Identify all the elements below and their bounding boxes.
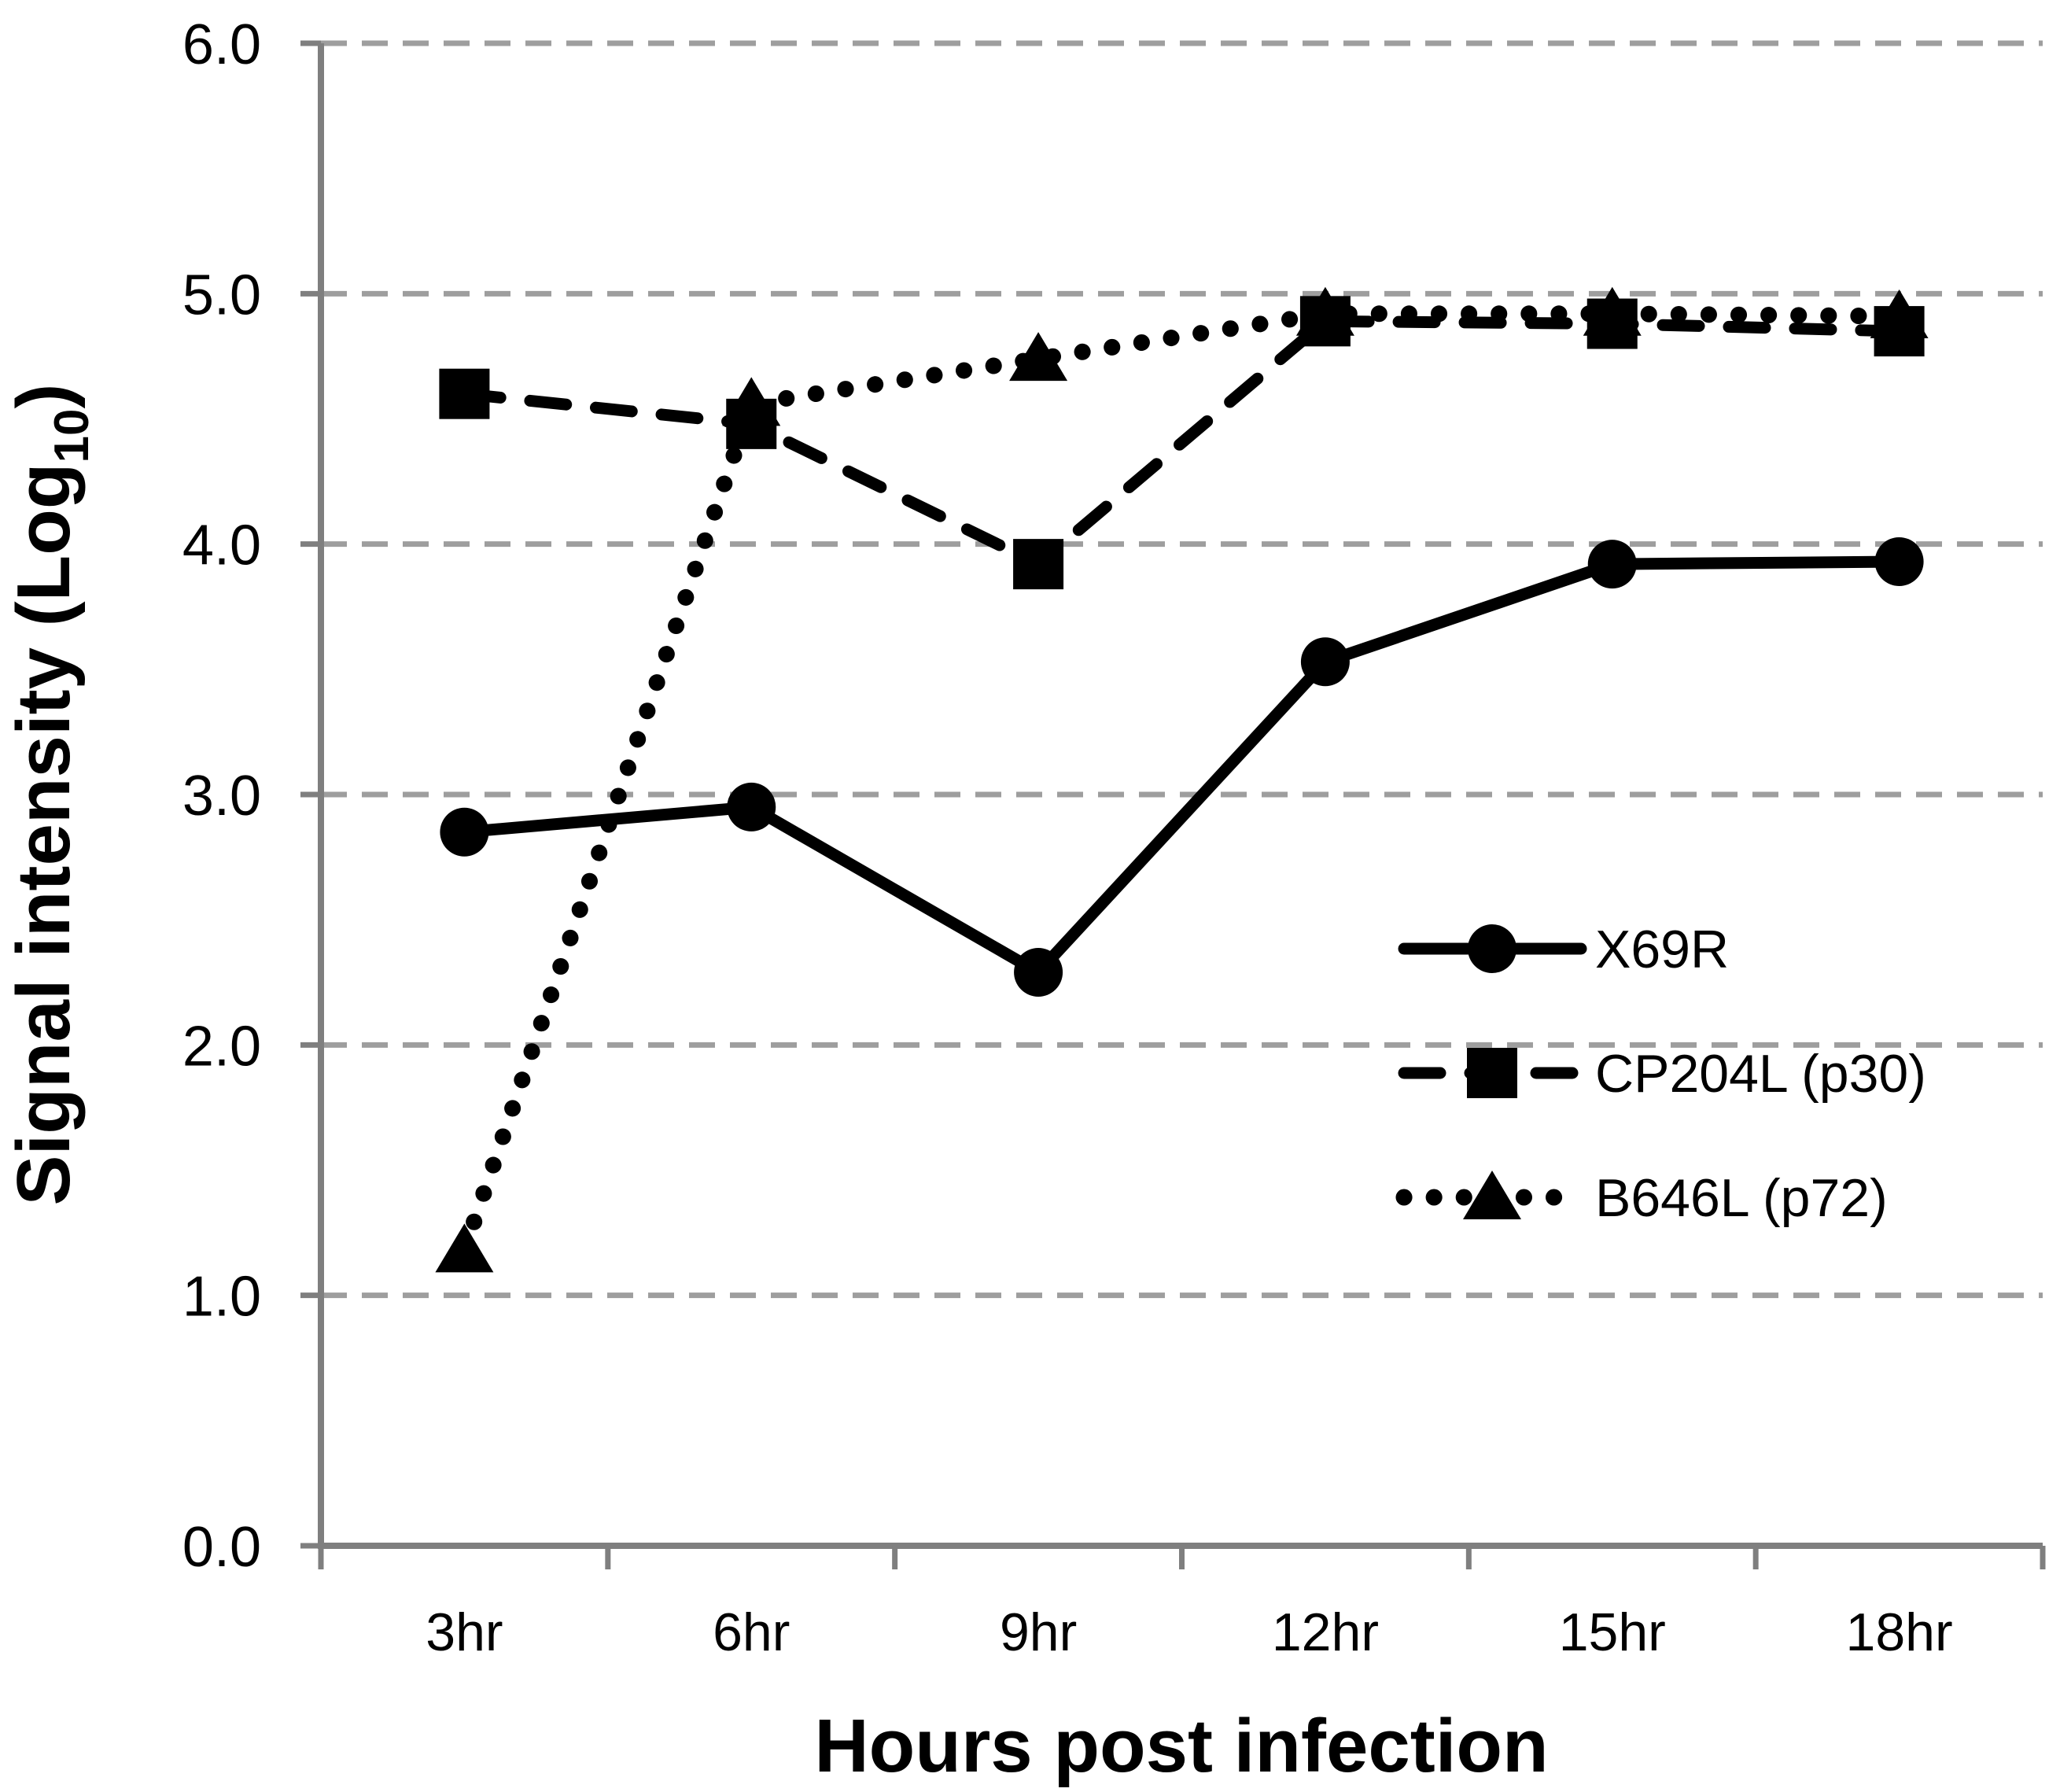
x-tick-label: 12hr xyxy=(1272,1602,1379,1662)
series-line-x69r xyxy=(458,555,1906,979)
x-axis-title: Hours post infection xyxy=(814,1704,1548,1788)
y-axis-title-end: ) xyxy=(2,384,86,409)
gridlines xyxy=(321,40,2043,1299)
series-x69r-circle-marker xyxy=(1300,637,1350,687)
series-b646l-triangle-marker xyxy=(1009,332,1068,382)
y-tick-label: 3.0 xyxy=(182,765,261,828)
series-cp204l-square-marker xyxy=(1874,306,1925,357)
y-tick-label: 6.0 xyxy=(182,13,261,76)
series-cp204l xyxy=(439,296,1925,590)
series-cp204l-square-marker xyxy=(1299,296,1351,347)
legend-label-b646l: B646L (p72) xyxy=(1595,1168,1888,1228)
legend-label-x69r: X69R xyxy=(1595,920,1729,979)
x-tick-label: 18hr xyxy=(1846,1602,1953,1662)
series-x69r-circle-marker xyxy=(727,782,776,831)
x-tick-label: 15hr xyxy=(1559,1602,1666,1662)
legend-cp204l-square-marker xyxy=(1467,1048,1517,1098)
y-tick-label: 4.0 xyxy=(182,514,261,577)
series-lines xyxy=(435,286,1929,1273)
legend-item-cp204l: CP204L (p30) xyxy=(1398,1044,1926,1104)
series-x69r xyxy=(440,536,1924,997)
series-x69r-circle-marker xyxy=(1014,948,1063,997)
series-cp204l-square-marker xyxy=(1586,298,1638,349)
tick-labels: 0.0 1.0 2.0 3.0 4.0 5.0 6.0 3hr 6hr 9hr 12hr 15hr 18… xyxy=(182,13,1953,1662)
series-x69r-circle-marker xyxy=(440,807,489,857)
x-tick-label: 6hr xyxy=(713,1602,790,1662)
series-x69r-circle-marker xyxy=(1874,536,1924,586)
legend: X69R CP204L (p30) B646L (p72) xyxy=(1395,920,1926,1228)
series-line-cp204l xyxy=(458,315,1906,570)
y-tick-label: 2.0 xyxy=(182,1015,261,1078)
axes xyxy=(300,40,2046,1569)
series-b646l-triangle-marker xyxy=(435,1223,494,1273)
y-tick-label: 0.0 xyxy=(182,1516,261,1579)
y-axis-title-subscript: 10 xyxy=(45,408,99,463)
y-tick-label: 5.0 xyxy=(182,264,261,326)
y-axis-title-main: Signal intensity (Log xyxy=(2,463,86,1205)
x-tick-label: 9hr xyxy=(1000,1602,1077,1662)
series-x69r-circle-marker xyxy=(1587,540,1637,589)
legend-label-cp204l: CP204L (p30) xyxy=(1595,1044,1926,1104)
series-cp204l-square-marker xyxy=(726,398,777,449)
series-b646l xyxy=(435,286,1929,1273)
series-cp204l-square-marker xyxy=(439,368,490,419)
legend-item-b646l: B646L (p72) xyxy=(1395,1168,1888,1228)
x-tick-label: 3hr xyxy=(426,1602,503,1662)
legend-x69r-circle-marker xyxy=(1468,924,1516,973)
legend-item-x69r: X69R xyxy=(1398,920,1729,979)
legend-b646l-triangle-marker xyxy=(1463,1171,1521,1219)
series-cp204l-square-marker xyxy=(1013,539,1064,590)
y-axis-title: Signal intensity (Log10) xyxy=(2,384,99,1206)
y-tick-label: 1.0 xyxy=(182,1266,261,1329)
series-line-b646l xyxy=(455,305,1908,1259)
